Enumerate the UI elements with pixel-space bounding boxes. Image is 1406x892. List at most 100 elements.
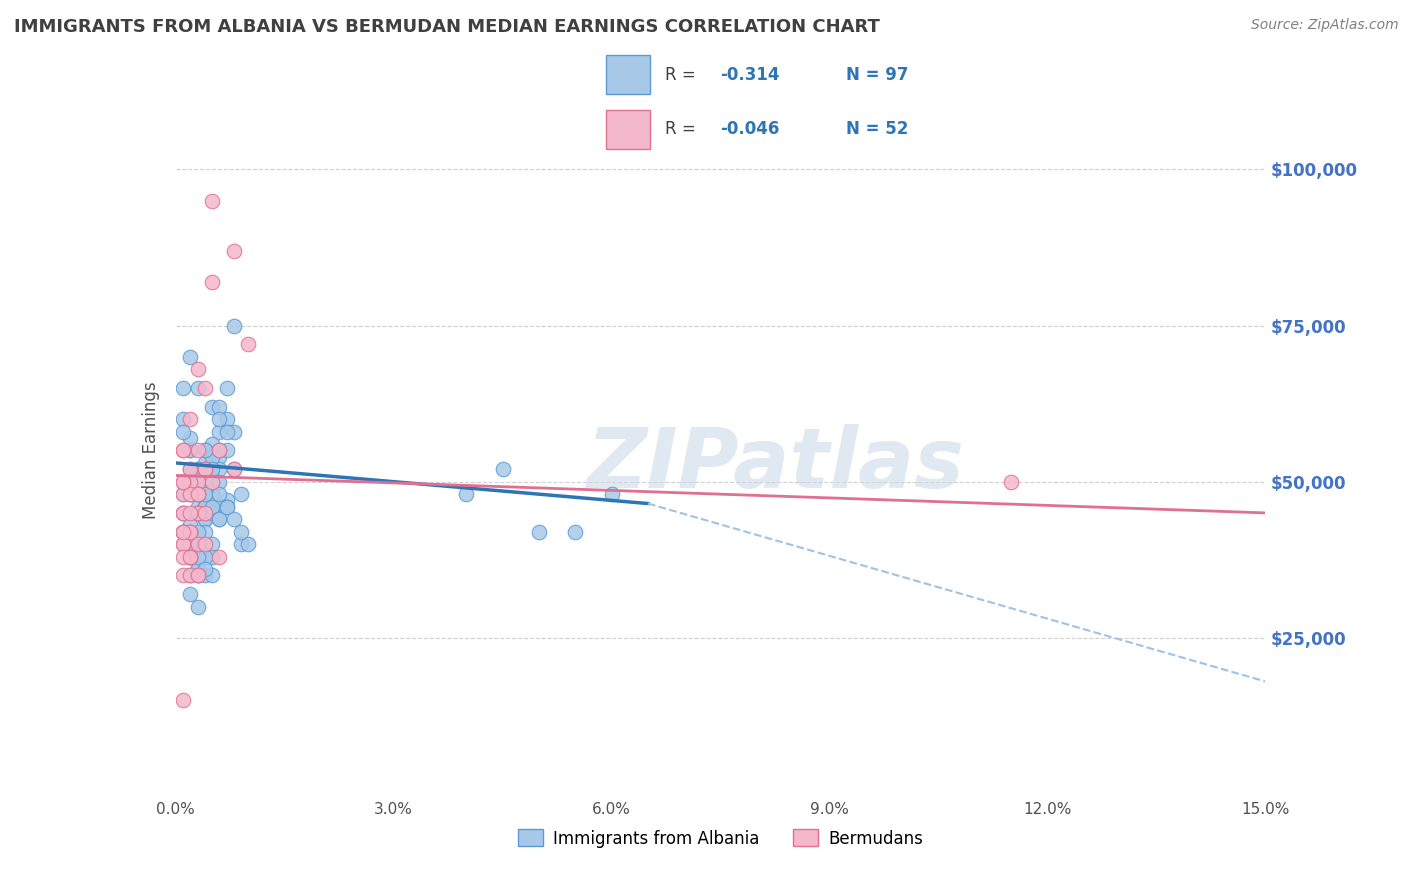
Point: [186, 568, 209, 582]
Point: [231, 537, 253, 551]
Point: [201, 500, 224, 514]
Point: [600, 487, 623, 501]
Point: [194, 512, 217, 526]
Point: [201, 549, 224, 564]
Point: [186, 506, 209, 520]
Point: [208, 475, 231, 489]
Point: [194, 443, 217, 458]
Point: [194, 462, 217, 476]
Point: [201, 537, 224, 551]
Point: [172, 568, 194, 582]
Point: [201, 462, 224, 476]
Point: [208, 462, 231, 476]
Text: Source: ZipAtlas.com: Source: ZipAtlas.com: [1251, 18, 1399, 32]
Point: [179, 487, 201, 501]
Point: [222, 462, 245, 476]
Point: [194, 524, 217, 539]
Text: IMMIGRANTS FROM ALBANIA VS BERMUDAN MEDIAN EARNINGS CORRELATION CHART: IMMIGRANTS FROM ALBANIA VS BERMUDAN MEDI…: [14, 18, 880, 36]
Point: [172, 475, 194, 489]
Point: [179, 475, 201, 489]
Point: [179, 549, 201, 564]
Point: [208, 450, 231, 464]
Point: [172, 693, 194, 707]
Text: N = 52: N = 52: [846, 120, 908, 138]
Point: [186, 506, 209, 520]
Point: [186, 537, 209, 551]
Point: [231, 524, 253, 539]
Point: [186, 462, 209, 476]
Point: [194, 549, 217, 564]
Point: [201, 487, 224, 501]
Point: [222, 244, 245, 258]
Point: [172, 443, 194, 458]
Point: [194, 462, 217, 476]
Point: [172, 425, 194, 439]
Point: [194, 506, 217, 520]
Point: [208, 412, 231, 426]
Point: [179, 350, 201, 364]
Point: [208, 500, 231, 514]
Point: [172, 381, 194, 395]
Point: [186, 475, 209, 489]
Point: [186, 443, 209, 458]
Point: [172, 524, 194, 539]
Point: [186, 549, 209, 564]
Point: [186, 524, 209, 539]
Point: [186, 506, 209, 520]
Point: [208, 425, 231, 439]
Point: [186, 462, 209, 476]
Point: [179, 443, 201, 458]
Point: [172, 549, 194, 564]
Text: ZIPatlas: ZIPatlas: [586, 424, 965, 505]
Point: [179, 537, 201, 551]
Point: [194, 537, 217, 551]
Point: [179, 506, 201, 520]
Point: [186, 562, 209, 576]
Point: [222, 318, 245, 333]
Bar: [606, 55, 650, 95]
Point: [179, 475, 201, 489]
Point: [172, 443, 194, 458]
Point: [186, 562, 209, 576]
Point: [194, 562, 217, 576]
Point: [208, 443, 231, 458]
Point: [194, 500, 217, 514]
Point: [238, 337, 260, 351]
Y-axis label: Median Earnings: Median Earnings: [142, 382, 160, 519]
Point: [456, 487, 478, 501]
Point: [527, 524, 550, 539]
Point: [201, 506, 224, 520]
Point: [172, 524, 194, 539]
Point: [215, 381, 238, 395]
Text: R =: R =: [665, 66, 696, 84]
Point: [194, 462, 217, 476]
Point: [215, 425, 238, 439]
Point: [179, 524, 201, 539]
Point: [179, 475, 201, 489]
Point: [1000, 475, 1022, 489]
Point: [179, 537, 201, 551]
Point: [208, 512, 231, 526]
Point: [179, 568, 201, 582]
Point: [179, 462, 201, 476]
Point: [172, 412, 194, 426]
Text: -0.046: -0.046: [720, 120, 780, 138]
Point: [179, 549, 201, 564]
Legend: Immigrants from Albania, Bermudans: Immigrants from Albania, Bermudans: [512, 822, 929, 855]
Point: [172, 524, 194, 539]
Point: [172, 506, 194, 520]
Point: [201, 450, 224, 464]
Point: [201, 475, 224, 489]
Point: [231, 487, 253, 501]
Point: [208, 512, 231, 526]
Point: [201, 194, 224, 208]
Point: [208, 487, 231, 501]
Point: [186, 599, 209, 614]
Point: [201, 568, 224, 582]
Point: [201, 462, 224, 476]
Text: -0.314: -0.314: [720, 66, 780, 84]
Text: R =: R =: [665, 120, 696, 138]
Point: [179, 487, 201, 501]
Point: [194, 487, 217, 501]
Point: [222, 425, 245, 439]
